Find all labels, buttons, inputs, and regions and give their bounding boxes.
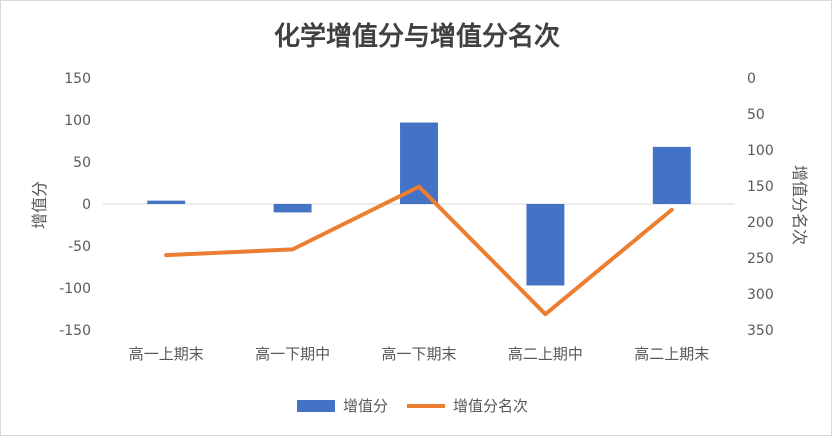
legend-bar-label: 增值分: [343, 397, 388, 415]
rank-point: [291, 247, 295, 251]
y-tick-label: 100: [64, 113, 91, 129]
y-tick-label: 0: [82, 197, 91, 213]
line-series: [164, 184, 674, 317]
rank-point: [164, 253, 168, 257]
y-tick-label: 50: [73, 155, 91, 171]
y2-tick-label: 100: [747, 143, 774, 159]
bar-高一下期末: [400, 122, 438, 204]
y-tick-label: -50: [68, 239, 91, 255]
y2-tick-label: 50: [747, 107, 765, 123]
category-labels: 高一上期末 高一下期中 高一下期末 高二上期中 高二上期末: [129, 345, 710, 363]
y2-tick-label: 250: [747, 251, 774, 267]
y2-axis-ticks: 0 50 100 150 200 250 300 350: [747, 71, 774, 339]
legend-line-label: 增值分名次: [453, 397, 528, 415]
y-tick-label: -150: [59, 323, 91, 339]
y2-tick-label: 300: [747, 287, 774, 303]
chart-title: 化学增值分与增值分名次: [274, 21, 560, 52]
category-label: 高一上期末: [129, 345, 204, 363]
legend-bar-swatch: [297, 400, 335, 412]
y-tick-label: 150: [64, 71, 91, 87]
category-label: 高二上期末: [634, 345, 709, 363]
bar-series: [147, 122, 691, 286]
y2-tick-label: 0: [747, 71, 756, 87]
y-tick-label: -100: [59, 281, 91, 297]
y2-tick-label: 200: [747, 215, 774, 231]
bar-高二上期中: [526, 204, 565, 286]
y2-axis-title: 增值分名次: [790, 165, 809, 245]
rank-point: [417, 185, 421, 189]
y2-tick-label: 150: [747, 179, 774, 195]
bar-高二上期末: [652, 146, 691, 204]
bar-高一下期中: [273, 204, 312, 213]
legend: 增值分 增值分名次: [297, 397, 528, 415]
category-label: 高一下期中: [255, 345, 330, 363]
y-axis-ticks: 150 100 50 0 -50 -100 -150: [59, 71, 91, 339]
rank-point: [543, 312, 547, 316]
category-label: 高一下期末: [381, 345, 456, 363]
y-axis-title: 增值分: [30, 181, 49, 229]
rank-line: [164, 184, 674, 317]
rank-point: [670, 208, 674, 212]
y2-tick-label: 350: [747, 323, 774, 339]
category-label: 高二上期中: [508, 345, 583, 363]
bar-高一上期末: [147, 200, 186, 204]
